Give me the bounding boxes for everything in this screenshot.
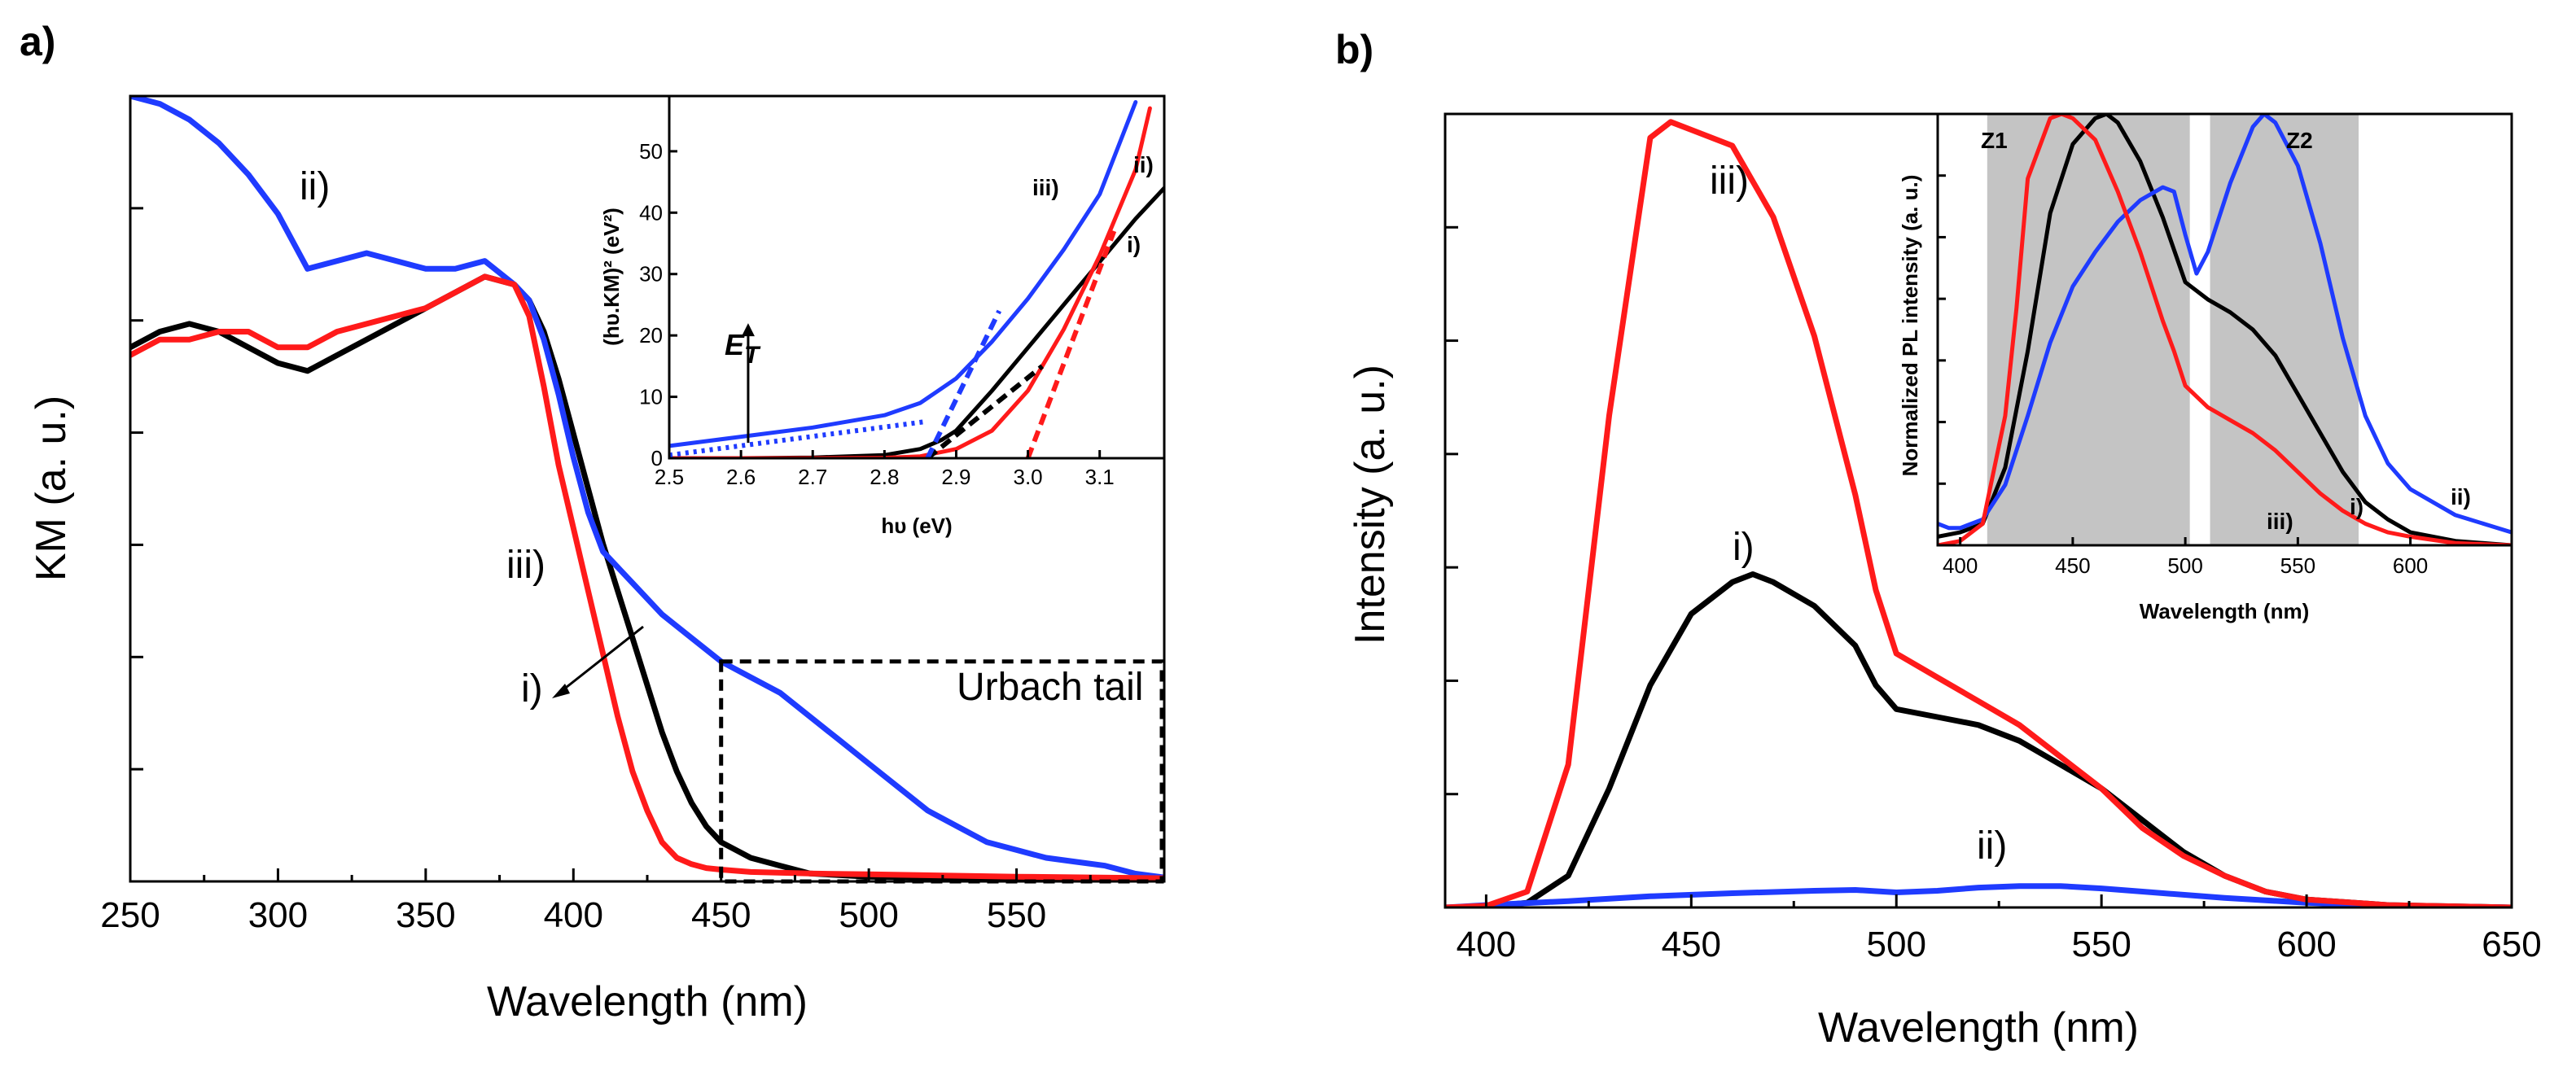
panel-b-x-tick-label: 550 bbox=[2071, 925, 2131, 964]
panel-a-x-tick-label: 350 bbox=[396, 895, 455, 935]
panel-a-label-ii: ii) bbox=[300, 165, 330, 208]
urbach-tail-label: Urbach tail bbox=[957, 666, 1143, 709]
panel-b-inset-x-tick-label: 450 bbox=[2055, 553, 2090, 578]
et-arrow bbox=[741, 323, 755, 444]
panel-b-inset-series-ii bbox=[1938, 114, 2512, 535]
urbach-tail-box bbox=[719, 659, 1164, 884]
panel-b-inset-plot-area bbox=[1938, 114, 2512, 545]
panel-b-label-iii: iii) bbox=[1710, 160, 1749, 203]
inset-a-label-iii: iii) bbox=[1032, 175, 1059, 200]
panel-a-inset-x-title: hυ (eV) bbox=[881, 514, 952, 538]
inset-b-label-ii: ii) bbox=[2451, 484, 2471, 509]
panel-a-inset-x-tick-label: 2.5 bbox=[655, 465, 684, 489]
panel-b-inset-frame bbox=[1936, 112, 2513, 547]
panel-a-label-iii: iii) bbox=[506, 544, 545, 587]
panel-a-inset-frame bbox=[668, 94, 1166, 460]
panel-a-main-chart: 250 300 350 400 450 500 550 Wavelength (nm) KM… bbox=[28, 94, 1166, 1025]
panel-a-inset-chart: 2.5 2.6 2.7 2.8 2.9 3.0 3.1 0 10 20 30 40 50 hυ (eV)… bbox=[599, 94, 1166, 538]
panel-a-x-tick-label: 300 bbox=[248, 895, 308, 935]
panel-a-series-ii bbox=[130, 96, 1164, 881]
panel-b-series-iii bbox=[1445, 119, 2512, 907]
panel-a-x-title: Wavelength (nm) bbox=[487, 978, 808, 1025]
panel-a-inset-series-ii bbox=[669, 100, 1138, 448]
panel-b-axes: 400 450 500 550 600 650 bbox=[1445, 225, 2542, 964]
panel-b-x-tick-label: 600 bbox=[2276, 925, 2336, 964]
panel-a-inset-y-tick-label: 20 bbox=[639, 323, 663, 348]
panel-b-x-tick-label: 500 bbox=[1867, 925, 1926, 964]
panel-a-inset-y-tick-label: 50 bbox=[639, 139, 663, 164]
inset-a-label-i: i) bbox=[1127, 232, 1141, 257]
panel-a-x-tick-label: 450 bbox=[691, 895, 751, 935]
panel-a-inset-fit-line bbox=[926, 364, 1045, 458]
panel-a-inset-fit-line bbox=[925, 309, 1002, 458]
panel-b-inset-x-tick-label: 600 bbox=[2393, 553, 2428, 578]
et-label: ET bbox=[725, 328, 761, 369]
panel-a-x-tick-label: 400 bbox=[544, 895, 603, 935]
panel-a-series-i bbox=[130, 273, 1164, 881]
panel-a-inset-x-tick-label: 2.7 bbox=[798, 465, 827, 489]
panel-b-x-tick-label: 400 bbox=[1457, 925, 1516, 964]
panel-b-main-chart: 400 450 500 550 600 650 Wavelength (nm) Inten… bbox=[1347, 112, 2542, 1052]
panel-b-inset-x-tick-label: 400 bbox=[1943, 553, 1978, 578]
panel-a-label: a) bbox=[20, 19, 55, 64]
panel-b-label-i: i) bbox=[1733, 526, 1755, 569]
panel-b-inset-series-i bbox=[1938, 114, 2512, 545]
panel-b-inset-x-title: Wavelength (nm) bbox=[2140, 599, 2309, 623]
panel-a-x-tick-label: 550 bbox=[987, 895, 1046, 935]
panel-a-inset-x-tick-label: 3.1 bbox=[1085, 465, 1115, 489]
panel-b-inset-axes: 400 450 500 550 600 bbox=[1938, 174, 2428, 578]
panel-a-inset-y-tick-label: 0 bbox=[651, 446, 663, 470]
inset-a-label-ii: ii) bbox=[1133, 152, 1154, 177]
panel-b-x-tick-label: 650 bbox=[2482, 925, 2541, 964]
panel-a-x-tick-label: 500 bbox=[839, 895, 898, 935]
panel-a-inset-bg bbox=[669, 96, 1164, 458]
panel-b-inset-zone bbox=[1987, 114, 2190, 545]
panel-b-inset-zones bbox=[1987, 114, 2359, 545]
panel-b-inset-x-tick-label: 500 bbox=[2167, 553, 2202, 578]
panel-a-inset-y-tick-label: 40 bbox=[639, 200, 663, 225]
inset-b-label-i: i) bbox=[2350, 494, 2364, 519]
panel-a-inset-y-tick-label: 30 bbox=[639, 262, 663, 286]
panel-b-inset-y-title: Normalized PL intensity (a. u.) bbox=[1898, 175, 1922, 477]
panel-a-arrow bbox=[552, 625, 644, 698]
panel-a-inset-x-tick-label: 2.9 bbox=[941, 465, 970, 489]
panel-b-label: b) bbox=[1335, 27, 1373, 72]
panel-a-inset-x-tick-label: 3.0 bbox=[1014, 465, 1043, 489]
panel-b-y-title: Intensity (a. u.) bbox=[1347, 365, 1394, 645]
panel-a-inset-y-tick-label: 10 bbox=[639, 385, 663, 409]
panel-a-axes: 250 300 350 400 450 500 550 bbox=[100, 207, 1092, 935]
inset-b-zone1-label: Z1 bbox=[1981, 128, 2008, 153]
panel-a-inset-axes: 2.5 2.6 2.7 2.8 2.9 3.0 3.1 0 10 20 30 40 50 bbox=[639, 139, 1115, 489]
panel-b-inset-series-iii bbox=[1938, 114, 2512, 545]
panel-a-inset-y-title: (hυ.KM)² (eV²) bbox=[599, 208, 624, 346]
panel-b-x-title: Wavelength (nm) bbox=[1818, 1004, 2139, 1052]
panel-b-label-ii: ii) bbox=[1977, 824, 2007, 868]
inset-b-zone2-label: Z2 bbox=[2286, 128, 2313, 153]
panel-a-inset-fit-line bbox=[1025, 230, 1117, 458]
panel-b-inset-chart: 400 450 500 550 600 Wavelength (nm) Normaliz… bbox=[1898, 112, 2513, 623]
panel-b-series-ii bbox=[1445, 883, 2512, 907]
panel-a-inset-x-tick-label: 2.8 bbox=[870, 465, 899, 489]
panel-a-inset-x-tick-label: 2.6 bbox=[726, 465, 756, 489]
panel-a-inset-fit-line bbox=[669, 418, 928, 458]
panel-a-x-tick-label: 250 bbox=[100, 895, 160, 935]
panel-b-inset-x-tick-label: 550 bbox=[2280, 553, 2315, 578]
inset-b-label-iii: iii) bbox=[2267, 509, 2293, 534]
panel-b-plot-area bbox=[1445, 119, 2512, 907]
panel-a-y-title: KM (a. u.) bbox=[28, 396, 75, 581]
panel-b-inset-zone bbox=[2210, 114, 2359, 545]
panel-a-label-i: i) bbox=[521, 667, 543, 711]
panel-b-x-tick-label: 450 bbox=[1662, 925, 1721, 964]
panel-a-series-iii bbox=[130, 273, 1164, 881]
panel-a-plot-area bbox=[130, 96, 1164, 881]
